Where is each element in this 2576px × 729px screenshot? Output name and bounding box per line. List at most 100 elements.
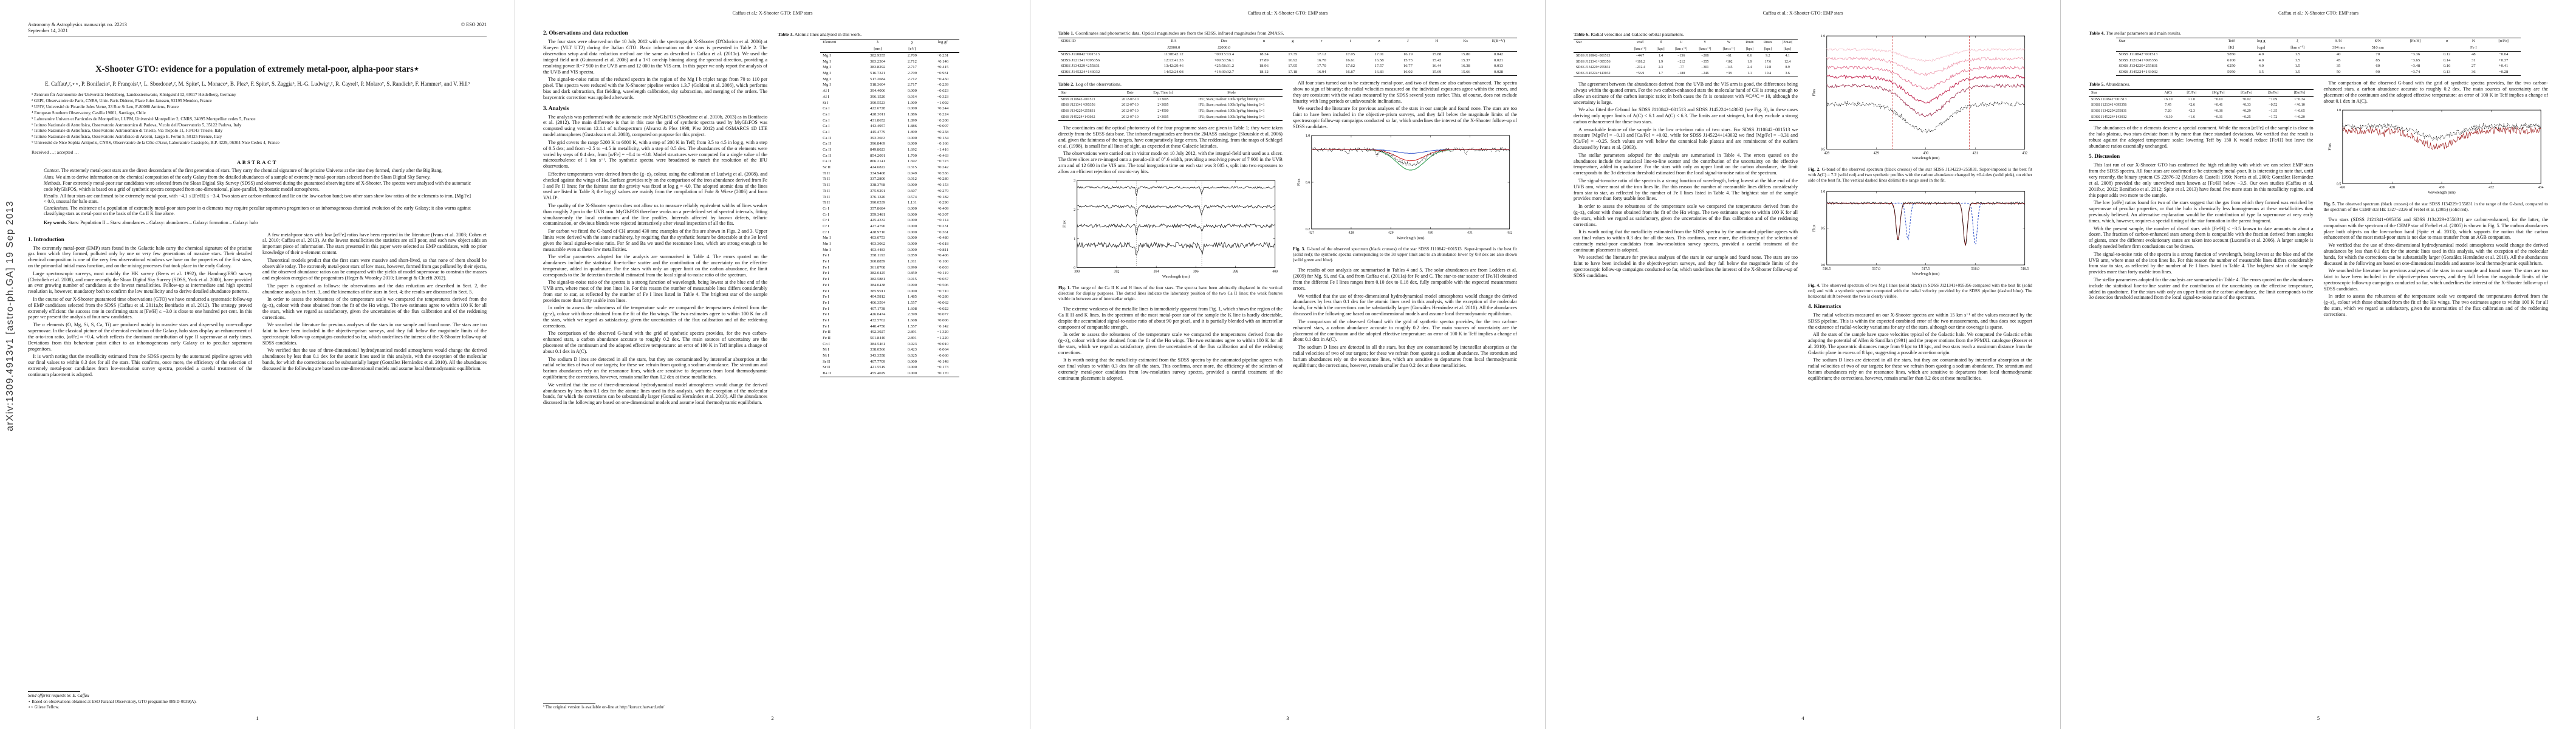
table-cell: 35: [2336, 64, 2341, 69]
table-cell: −0.506: [937, 282, 949, 287]
table1-label: Table 1.: [1058, 30, 1075, 36]
table-cell: 0.000: [907, 289, 917, 293]
table-cell: −00:15:13.4: [1214, 52, 1235, 56]
table-body: Mg I 382.9355 2.709 −0.231 Mg I 383.2304 2.712…: [820, 53, 959, 377]
column-header: [km s⁻¹]: [1693, 46, 1717, 53]
figure-3: 427 428 429 430 431 432 0.2 0.6 1.0 Wavelength (n…: [1293, 132, 1517, 262]
page2-column-right: Table 3. Atomic lines analysed in this w…: [778, 30, 1002, 408]
table3-label: Table 3.: [778, 32, 794, 37]
y-axis-label: Flux: [1297, 178, 1301, 186]
column-header: σ: [2445, 39, 2448, 44]
table-row: Fe II 492.3927 2.891 −1.320: [820, 330, 959, 336]
table-cell: −0.361: [937, 230, 949, 234]
table-head: Element λ χ log gf [nm] [eV]: [820, 39, 959, 53]
table-cell: 1.5: [2295, 58, 2300, 63]
figure-3-label: Fig. 3.: [1293, 246, 1306, 252]
table-cell: 406.3594: [870, 300, 886, 305]
synthetic-pink-2: [1826, 56, 2025, 77]
table-cell: 0.000: [907, 247, 917, 252]
table-cell: Fe I: [823, 300, 829, 305]
axis-tick-label: 517.0: [1872, 267, 1880, 271]
axis-tick-label: 432: [2022, 151, 2027, 155]
table-row: Fe I 384.0438 0.990 −0.506: [820, 282, 959, 289]
table-row: Fe I 360.8859 1.011 −0.100: [820, 259, 959, 265]
table-cell: +0.280: [937, 295, 949, 299]
table-cell: SDSS J145224+143032: [1061, 70, 1100, 75]
table-cell: 2.709: [907, 53, 917, 58]
table-cell: +0.153: [937, 183, 949, 188]
table-cell: 431.8652: [870, 118, 886, 123]
column-header: Ks: [1463, 39, 1468, 44]
observed-spectrum: [1826, 202, 2025, 246]
table-cell: 17.05: [1346, 52, 1355, 56]
table-row: Ni I 338.0566 0.423 −0.064: [820, 347, 959, 354]
spectrum-star4: [1077, 241, 1275, 256]
table-head: Star A(C) [C/Fe] [Mg/Fe] [Ca/Fe] [Sr/Fe] [Ba/F…: [2089, 89, 2314, 97]
paragraph: The agreement between the abundances der…: [1574, 81, 1798, 105]
column-header: [Fe/H]: [2410, 39, 2421, 44]
best-fit-red: [1826, 74, 2026, 104]
paragraph: Theoretical models predict that the firs…: [262, 257, 487, 281]
table-cell: 1.608: [907, 306, 917, 311]
table-cell: +0.279: [937, 188, 949, 193]
table-cell: 17.62: [1346, 64, 1355, 69]
table-cell: +0.307: [937, 212, 949, 217]
affiliation-item: ⁶ Istituto Nazionale di Astrofisica, Oss…: [32, 122, 242, 128]
table-cell: 422.6728: [870, 106, 886, 111]
table-cell: −0.114: [937, 218, 949, 223]
table-cell: 455.4029: [870, 371, 886, 376]
table-cell: 382.5881: [870, 277, 886, 282]
table-cell: 383.8292: [870, 65, 886, 70]
x-axis-label: Wavelength (nm): [1912, 272, 1939, 276]
column-header: u: [1262, 39, 1265, 44]
axis-tick-label: 427: [1309, 231, 1314, 234]
table-cell: 424.6822: [870, 165, 886, 170]
table-cell: 516.7321: [870, 71, 886, 76]
paragraph: We searched the literature for previous …: [1293, 106, 1517, 129]
table-cell: +118.2: [1635, 60, 1645, 64]
table-cell: 343.3558: [870, 354, 886, 358]
table-row: Mg I 517.2684 2.712 −0.450: [820, 77, 959, 83]
paragraph: In order to assess the robustness of the…: [2323, 293, 2549, 317]
kurucz-link[interactable]: http://kurucz.harvard.edu/: [619, 705, 665, 710]
table-cell: +09:53:56.1: [1214, 58, 1235, 63]
page-number: 2: [771, 715, 774, 721]
copyright-line: © ESO 2021: [461, 22, 487, 27]
table-cell: Ca II: [823, 142, 831, 146]
table-cell: 518.3604: [870, 83, 886, 87]
table-cell: −145: [1725, 66, 1733, 70]
column-header: [1574, 46, 1628, 53]
table-cell: 15.42: [1432, 58, 1442, 63]
table-cell: 2.891: [907, 330, 917, 335]
table-cell: 2.3: [1658, 66, 1663, 70]
header-row: Star vrad d U V W Rmin Rmax |Zmax|: [1574, 39, 1798, 46]
page-2: Caffau et al.: X-Shooter GTO: EMP stars …: [515, 0, 1030, 729]
stellar-parameters-table: Star Teff log g ξ S/N S/N [Fe/H] σ N [α/Fe] [K] [c…: [2116, 38, 2521, 77]
axis-tick-label: 396: [1193, 270, 1199, 273]
column-header: Rmax: [1763, 41, 1772, 45]
table-head: SDSS ID RA Dec u g r i z J H Ks E(B−V) J2000.0 J2000…: [1058, 38, 1517, 52]
column-header: vrad: [1637, 41, 1643, 45]
table-cell: −156: [1677, 54, 1685, 58]
table-cell: 383.2304: [870, 59, 886, 64]
table-row: Sr II 421.5519 0.000 −0.173: [820, 365, 959, 371]
table-cell: −3.74: [2410, 70, 2420, 75]
column-header: Fe I: [2461, 44, 2487, 52]
table-row: Ca II 393.3663 0.000 +0.134: [820, 135, 959, 142]
table-cell: 0.859: [907, 253, 917, 258]
table-row: Fe I 406.3594 1.557 +0.062: [820, 300, 959, 306]
table-cell: +0.41: [2498, 64, 2509, 69]
table-cell: Mn I: [823, 242, 831, 246]
table-row: Si I 390.5523 1.909 −1.092: [820, 100, 959, 106]
table-cell: 0.049: [907, 171, 917, 176]
table-cell: 360.8859: [870, 259, 886, 264]
table-cell: <1.0: [2188, 97, 2195, 101]
column-header: Star: [2119, 39, 2126, 44]
based-on-footnote: ⋆ Based on observations obtained at ESO …: [28, 699, 197, 704]
axis-tick-label: 0.5: [1821, 227, 1825, 231]
table-cell: Ni I: [823, 347, 829, 352]
table-cell: −0.25: [2242, 115, 2251, 119]
table-cell: 0.859: [907, 271, 917, 276]
table-cell: 60: [2376, 64, 2380, 69]
x-axis-label: Wavelength (nm): [1397, 236, 1424, 240]
